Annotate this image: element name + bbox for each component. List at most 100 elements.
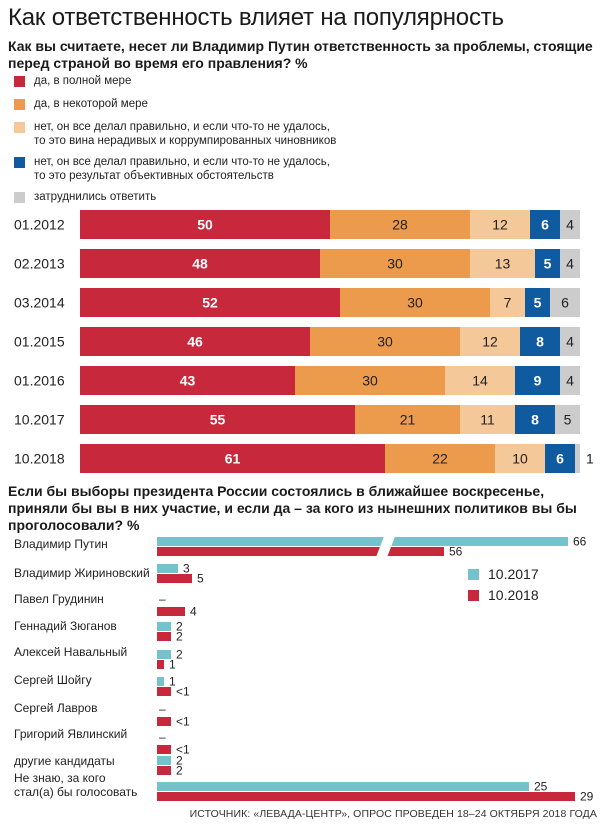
bar-segment [560, 366, 580, 395]
candidate-label: Геннадий Зюганов [14, 619, 117, 633]
candidate-bar [157, 782, 529, 791]
bar-value-label: 48 [192, 256, 208, 272]
row-label: 01.2012 [14, 217, 65, 233]
legend-label-2018: 10.2018 [488, 587, 539, 603]
legend-label-circumstances: нет, он все делал правильно, и если что-… [34, 156, 330, 182]
candidate-value-label: 2 [176, 630, 183, 644]
bar-segment [515, 366, 560, 395]
bar-value-label: 8 [536, 334, 544, 350]
candidate-bar [157, 564, 178, 573]
legend-item-dk: затруднились ответить [14, 190, 156, 204]
legend-label-full: да, в полной мере [34, 75, 132, 87]
candidate-value-label: <1 [176, 743, 190, 757]
legend-label-dk: затруднились ответить [34, 191, 157, 203]
bar-segment [575, 444, 580, 473]
candidate-value-label: 1 [169, 658, 176, 672]
bar-segment [495, 444, 545, 473]
candidate-row: Владимир Жириновский 35 [14, 562, 204, 586]
bar-value-label: 12 [492, 217, 508, 233]
candidate-value-label: <1 [176, 715, 190, 729]
candidate-bar [157, 792, 575, 801]
bar-value-label: 9 [534, 373, 542, 389]
bar-value-label: 14 [472, 373, 488, 389]
candidate-value-label: 66 [573, 535, 587, 549]
row-label: 03.2014 [14, 295, 65, 311]
candidate-label: другие кандидаты [14, 754, 115, 768]
candidate-row: Геннадий Зюганов 22 [14, 619, 183, 644]
bar-row: 02.2013 48 30 13 5 4 [14, 249, 580, 278]
bar-segment [535, 249, 560, 278]
bar-segment [340, 288, 490, 317]
candidate-label: Алексей Навальный [14, 645, 127, 659]
legend-swatch-some [14, 99, 25, 110]
bar-value-label: 4 [566, 334, 574, 350]
candidate-row: Владимир Путин 66 56 [14, 535, 587, 559]
bar-segment [385, 444, 495, 473]
bar-row: 01.2015 46 30 12 8 4 [14, 327, 580, 356]
bar-value-label: 55 [210, 412, 226, 428]
legend-item-some: да, в некоторой мере [14, 97, 148, 111]
candidate-row: Алексей Навальный 21 [14, 645, 183, 672]
bar-value-label: 8 [531, 412, 539, 428]
bar-segment [320, 249, 470, 278]
candidate-bar [157, 745, 171, 754]
bar-segment [295, 366, 445, 395]
bar-segment [80, 444, 385, 473]
row-label: 10.2018 [14, 451, 65, 467]
bar-value-label: 11 [480, 412, 495, 428]
bar-segment [530, 210, 560, 239]
bar-segment [80, 366, 295, 395]
legend-swatch-2018 [468, 589, 479, 601]
bar-segment [80, 327, 310, 356]
candidate-row: другие кандидаты 22 [14, 754, 183, 778]
legend-label-officials: нет, он все делал правильно, и если что-… [34, 121, 337, 147]
candidate-value-label: 25 [534, 780, 548, 794]
bar-value-label: 5 [544, 256, 552, 272]
candidate-row: Григорий Явлинский –<1 [14, 727, 190, 757]
question-2: Если бы выборы президента России состоял… [8, 483, 577, 533]
candidate-bar [157, 677, 164, 686]
question-1: Как вы считаете, несет ли Владимир Путин… [8, 38, 593, 71]
candidate-bar [157, 756, 171, 765]
candidate-row: Сергей Лавров –<1 [14, 701, 190, 729]
candidate-bar [157, 622, 171, 631]
bar-value-label: 30 [362, 373, 378, 389]
source-note: ИСТОЧНИК: «ЛЕВАДА-ЦЕНТР», ОПРОС ПРОВЕДЕН… [189, 808, 597, 820]
bar-value-label: 4 [566, 373, 574, 389]
row-label: 02.2013 [14, 256, 65, 272]
legend-item-full: да, в полной мере [14, 74, 131, 88]
bar-value-label: 46 [187, 334, 203, 350]
legend-item-2017: 10.2017 [468, 566, 539, 582]
bar-segment [460, 327, 520, 356]
legend-item-officials: нет, он все делал правильно, и если что-… [14, 120, 336, 148]
bar-value-label: 28 [392, 217, 408, 233]
bar-segment [490, 288, 525, 317]
candidate-bar [157, 687, 171, 696]
candidate-bar [157, 537, 568, 546]
candidate-bar [157, 717, 171, 726]
candidate-value-label: – [159, 702, 166, 716]
legend-swatch-full [14, 76, 25, 87]
bar-row: 01.2016 43 30 14 9 4 [14, 366, 580, 395]
candidate-bar [157, 660, 164, 669]
candidate-label: Павел Грудинин [14, 592, 104, 606]
candidate-label: Не знаю, за кого стал(а) бы голосовать [14, 771, 137, 799]
bar-segment [355, 405, 460, 434]
bar-segment [310, 327, 460, 356]
bar-segment [330, 210, 470, 239]
candidate-label: Сергей Шойгу [14, 673, 92, 687]
page-title: Как ответственность влияет на популярнос… [8, 4, 504, 31]
candidate-value-label: 2 [176, 754, 183, 768]
bar-segment [460, 405, 515, 434]
bar-value-label: 12 [482, 334, 498, 350]
bar-value-label: 30 [377, 334, 393, 350]
candidate-bar [157, 607, 185, 616]
bar-value-label: 4 [566, 256, 574, 272]
bar-row: 10.2018 61 22 10 6 1 [14, 444, 594, 473]
bar-segment [515, 405, 555, 434]
bar-value-label: 30 [407, 295, 423, 311]
candidate-label: Григорий Явлинский [14, 727, 127, 741]
candidate-value-label: 3 [183, 562, 190, 576]
candidate-label: Владимир Жириновский [14, 566, 150, 580]
bar-value-label: 43 [180, 373, 196, 389]
